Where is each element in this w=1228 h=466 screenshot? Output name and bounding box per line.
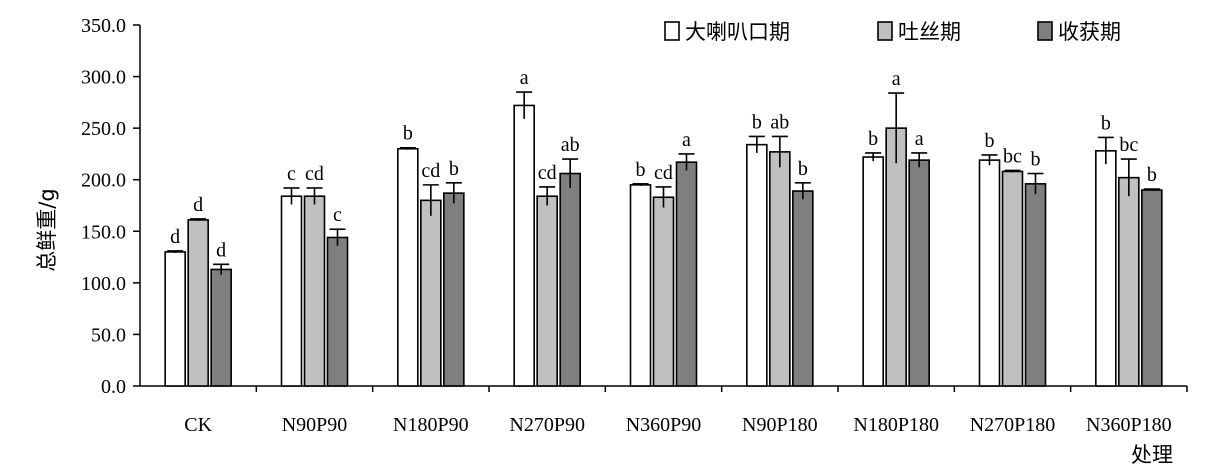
significance-label: b — [1101, 112, 1111, 134]
legend-label: 大喇叭口期 — [685, 20, 790, 44]
x-tick-label: N180P90 — [393, 414, 469, 436]
significance-label: d — [193, 194, 203, 216]
y-axis: 0.0 50.0 100.0 150.0 200.0 250.0 300.0 350.0 — [81, 15, 141, 398]
x-tick-label: N180P180 — [853, 414, 939, 436]
bar — [792, 190, 814, 387]
bar — [187, 219, 209, 387]
bar — [769, 151, 791, 387]
y-tick-label: 300.0 — [81, 67, 126, 89]
bar — [1095, 150, 1117, 387]
significance-label: cd — [421, 160, 440, 182]
bar — [280, 195, 303, 387]
y-tick-label: 50.0 — [91, 324, 126, 346]
significance-label: ab — [561, 134, 580, 156]
significance-label: a — [682, 129, 691, 151]
y-tick-label: 250.0 — [81, 118, 126, 140]
significance-label: cd — [538, 162, 557, 184]
bar — [420, 199, 442, 387]
legend: 大喇叭口期 吐丝期 收获期 — [664, 20, 1121, 44]
legend-swatch — [664, 21, 680, 41]
bar — [513, 104, 535, 387]
significance-label: bc — [1003, 145, 1022, 167]
x-tick-label: N270P180 — [970, 414, 1056, 436]
significance-label: a — [915, 128, 924, 150]
bar — [1001, 170, 1024, 387]
y-tick-label: 200.0 — [81, 170, 126, 192]
x-tick-label: N360P90 — [626, 414, 702, 436]
y-axis-title: 总鲜重/g — [35, 188, 59, 271]
y-tick-label: 150.0 — [81, 221, 126, 243]
y-tick-label: 0.0 — [101, 376, 126, 398]
legend-swatch — [1037, 21, 1053, 41]
significance-label: b — [798, 158, 808, 180]
bar — [675, 161, 698, 387]
x-tick-label: N270P90 — [509, 414, 585, 436]
bar — [443, 192, 465, 387]
significance-label: b — [1147, 164, 1157, 186]
bar — [303, 195, 326, 387]
y-tick-label: 100.0 — [81, 273, 126, 295]
legend-label: 吐丝期 — [898, 20, 961, 44]
significance-label: bc — [1119, 134, 1138, 156]
bar — [1141, 189, 1163, 387]
significance-label: b — [752, 111, 762, 133]
bar — [629, 184, 652, 387]
x-tick-label: N90P90 — [282, 414, 348, 436]
bar — [397, 147, 419, 387]
bar — [210, 268, 232, 387]
y-tick-label: 350.0 — [81, 15, 126, 37]
bar — [1024, 183, 1047, 387]
significance-label: c — [333, 204, 342, 226]
significance-label: a — [520, 67, 529, 89]
bar — [326, 236, 349, 387]
x-tick-label: N360P180 — [1086, 414, 1172, 436]
bar — [652, 196, 675, 387]
significance-label: cd — [654, 162, 673, 184]
bar — [536, 195, 558, 387]
bar — [559, 172, 581, 387]
significance-label: b — [449, 158, 459, 180]
x-axis: CK N90P90 N180P90 N270P90 N360P90 N90P180 N180… — [140, 385, 1188, 436]
legend-label: 收获期 — [1058, 20, 1121, 44]
x-tick-label: N90P180 — [742, 414, 818, 436]
significance-label: b — [868, 128, 878, 150]
bar — [908, 159, 930, 387]
legend-swatch — [877, 21, 893, 41]
significance-label: a — [892, 68, 901, 90]
significance-label: cd — [305, 163, 324, 185]
significance-label: b — [403, 123, 413, 145]
bar — [164, 251, 186, 387]
bar — [746, 143, 768, 387]
bar — [1118, 176, 1140, 387]
significance-label: b — [636, 159, 646, 181]
significance-label: b — [985, 130, 995, 152]
significance-label: ab — [770, 111, 789, 133]
significance-label: d — [216, 239, 226, 261]
bar — [862, 156, 884, 387]
significance-label: c — [287, 163, 296, 185]
bar — [885, 127, 907, 387]
bar — [978, 159, 1001, 387]
x-tick-label: CK — [184, 414, 212, 436]
significance-label: d — [170, 226, 180, 248]
x-axis-title: 处理 — [1131, 443, 1173, 466]
significance-label: b — [1031, 149, 1041, 171]
